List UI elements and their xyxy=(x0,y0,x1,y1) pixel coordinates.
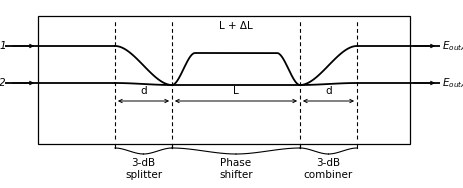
Text: E$_{in}$, 2: E$_{in}$, 2 xyxy=(0,76,6,90)
Text: L: L xyxy=(233,86,239,96)
Text: L + ΔL: L + ΔL xyxy=(219,21,253,31)
Text: 3-dB
splitter: 3-dB splitter xyxy=(125,158,162,180)
Text: 3-dB
combiner: 3-dB combiner xyxy=(304,158,353,180)
Text: E$_{out}$, 1: E$_{out}$, 1 xyxy=(442,39,463,53)
Text: E$_{in}$, 1: E$_{in}$, 1 xyxy=(0,39,6,53)
Text: Phase
shifter: Phase shifter xyxy=(219,158,253,180)
Bar xyxy=(38,16,410,144)
Text: d: d xyxy=(140,86,147,96)
Text: d: d xyxy=(325,86,332,96)
Text: E$_{out}$, 2: E$_{out}$, 2 xyxy=(442,76,463,90)
